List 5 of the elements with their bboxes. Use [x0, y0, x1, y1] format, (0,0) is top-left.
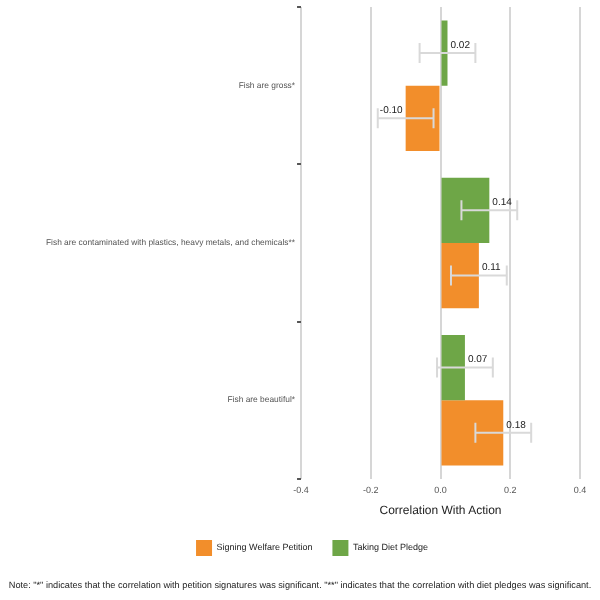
bar [405, 85, 440, 151]
bar [441, 400, 504, 466]
bar [441, 177, 490, 243]
bar [441, 242, 479, 309]
bar [441, 334, 465, 401]
